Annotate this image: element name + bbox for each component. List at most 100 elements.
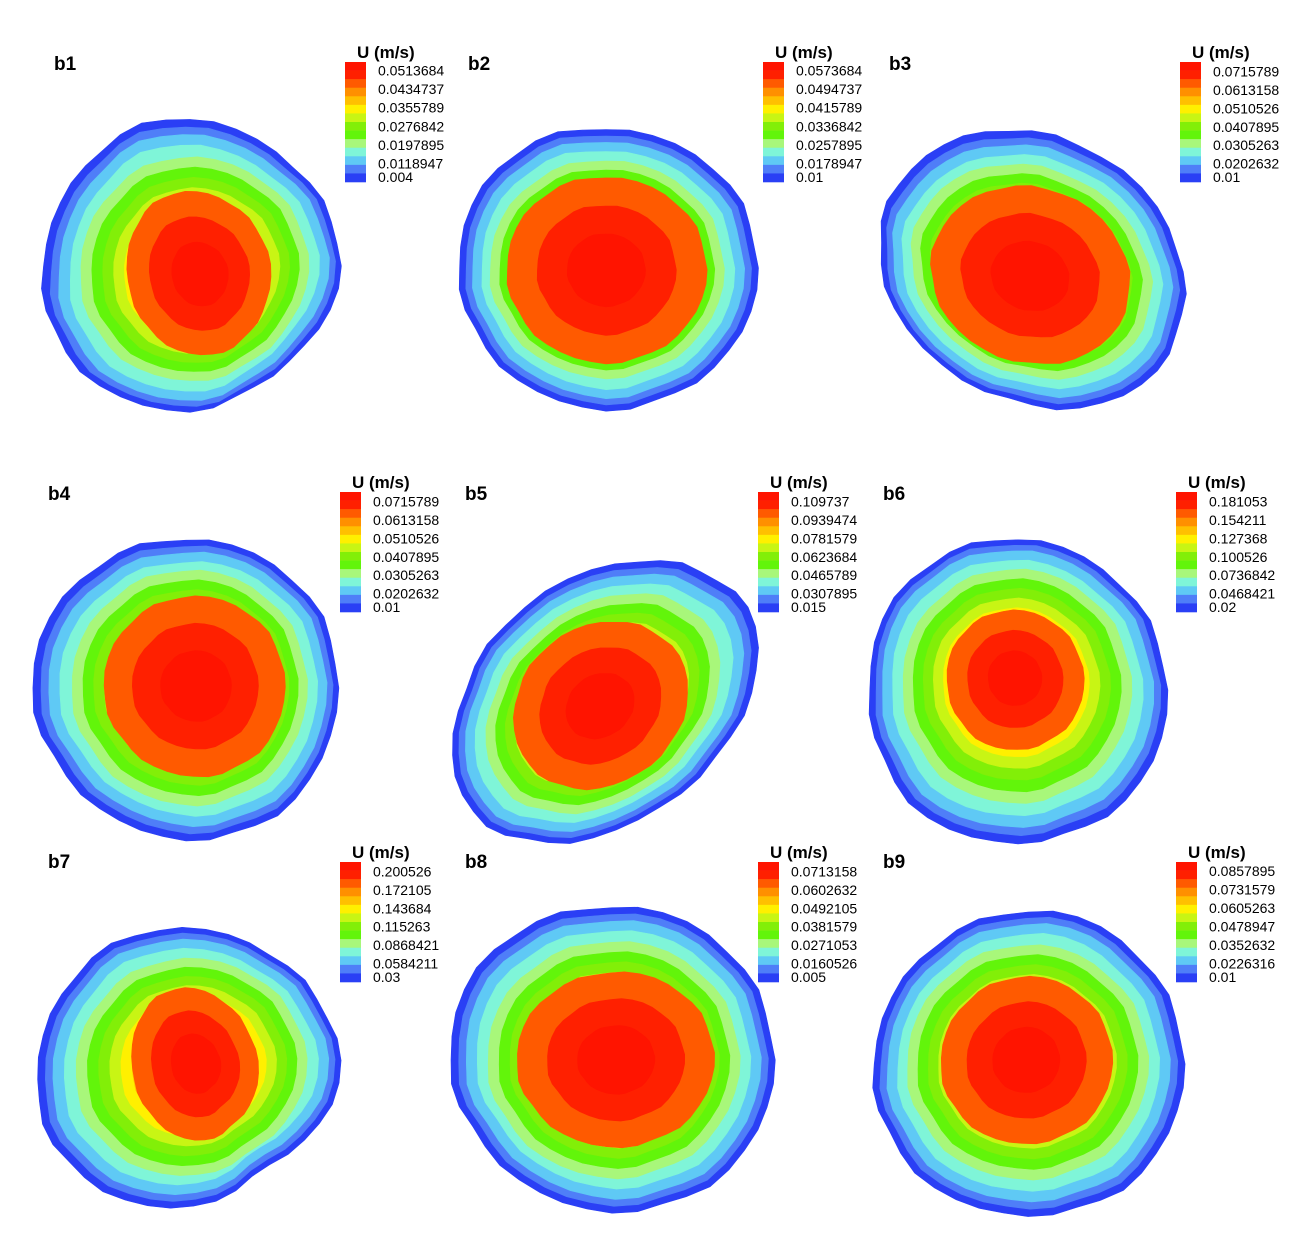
colorbar-swatch: [1176, 500, 1197, 510]
colorbar-swatch: [345, 147, 366, 157]
legend-tick-label: 0.01: [373, 599, 400, 615]
contour-band: [171, 241, 229, 307]
legend-tick-label: 0.0305263: [373, 567, 439, 583]
contour-band: [160, 650, 232, 722]
panel-label: b9: [883, 852, 905, 873]
colorbar-swatch: [340, 500, 361, 510]
colorbar-swatch: [340, 509, 361, 519]
contour-plot: [458, 129, 759, 412]
colorbar-swatch: [340, 879, 361, 889]
legend-tick-label: 0.0715789: [373, 494, 439, 510]
panel-b2: b2 U (m/s)0.0573684 0.0494737 0.0415789 0.03…: [458, 43, 862, 412]
colorbar-swatch: [1180, 130, 1201, 140]
colorbar-swatch: [758, 560, 779, 570]
legend-tick-label: 0.0857895: [1209, 863, 1275, 879]
colorbar-swatch: [345, 87, 366, 97]
colorbar-swatch: [763, 79, 784, 89]
colorbar-swatch: [758, 870, 779, 880]
colorbar-swatch: [763, 122, 784, 131]
colorbar-legend: U (m/s)0.0857895 0.0731579 0.0605263 0.0478…: [1176, 843, 1275, 985]
legend-tick-label: 0.0276842: [378, 118, 444, 134]
legend-tick-label: 0.0271053: [791, 937, 857, 953]
colorbar-swatch: [758, 973, 779, 983]
contour-band: [992, 1026, 1061, 1093]
panel-label: b3: [889, 54, 911, 75]
colorbar-swatch: [1180, 70, 1201, 80]
contour-band: [565, 673, 635, 740]
legend-title: U (m/s): [1188, 843, 1246, 862]
legend-tick-label: 0.01: [1213, 169, 1240, 185]
colorbar-swatch: [1176, 887, 1197, 897]
legend-tick-label: 0.0713158: [791, 863, 857, 879]
colorbar-swatch: [1176, 577, 1197, 587]
panel-label: b4: [48, 484, 71, 505]
legend-tick-label: 0.0605263: [1209, 900, 1275, 916]
legend-tick-label: 0.109737: [791, 494, 850, 510]
colorbar-swatch: [340, 492, 361, 501]
legend-tick-label: 0.0352632: [1209, 937, 1275, 953]
colorbar-swatch: [758, 586, 779, 596]
legend-tick-label: 0.0623684: [791, 549, 857, 565]
colorbar-swatch: [758, 930, 779, 940]
legend-tick-label: 0.172105: [373, 882, 432, 898]
panel-b7: b7 U (m/s)0.200526 0.172105 0.143684 0.11526…: [37, 843, 439, 1209]
panel-b3: b3 U (m/s) 0.0715789 0.0613158 0.0510526 0.04…: [880, 43, 1279, 411]
colorbar-swatch: [340, 577, 361, 587]
colorbar-swatch: [345, 139, 366, 149]
legend-tick-label: 0.0613158: [1213, 82, 1279, 98]
colorbar-swatch: [1176, 904, 1197, 914]
colorbar-swatch: [1180, 139, 1201, 149]
legend-tick-label: 0.005: [791, 969, 826, 985]
colorbar-swatch: [345, 156, 366, 166]
contour-plot: [41, 119, 342, 413]
colorbar-swatch: [340, 862, 361, 871]
legend-tick-label: 0.0602632: [791, 882, 857, 898]
contour-plot: [880, 130, 1187, 411]
legend-title: U (m/s): [1188, 473, 1246, 492]
legend-tick-label: 0.0939474: [791, 512, 857, 528]
contour-plot: [872, 910, 1186, 1217]
colorbar-swatch: [1176, 879, 1197, 889]
panel-b8: b8 U (m/s)0.0713158 0.0602632 0.0492105 0.03…: [450, 843, 857, 1214]
legend-tick-label: 0.0160526: [791, 956, 857, 972]
legend-tick-label: 0.0513684: [378, 63, 444, 79]
colorbar-swatch: [340, 569, 361, 579]
legend-tick-label: 0.0336842: [796, 118, 862, 134]
colorbar-swatch: [1176, 922, 1197, 931]
colorbar-swatch: [763, 130, 784, 140]
colorbar-legend: U (m/s)0.0513684 0.0434737 0.0355789 0.0276…: [345, 43, 444, 185]
colorbar-swatch: [340, 930, 361, 940]
legend-tick-label: 0.0415789: [796, 100, 862, 116]
colorbar-swatch: [340, 586, 361, 596]
colorbar-swatch: [758, 913, 779, 923]
legend-tick-label: 0.0202632: [1213, 156, 1279, 172]
legend-tick-label: 0.004: [378, 169, 413, 185]
legend-tick-label: 0.0715789: [1213, 64, 1279, 80]
colorbar-swatch: [1176, 964, 1197, 974]
legend-title: U (m/s): [352, 473, 410, 492]
legend-tick-label: 0.0781579: [791, 530, 857, 546]
colorbar-swatch: [1176, 560, 1197, 570]
panel-label: b7: [48, 852, 70, 873]
colorbar-swatch: [1176, 543, 1197, 553]
colorbar-swatch: [758, 947, 779, 957]
colorbar-swatch: [340, 603, 361, 613]
colorbar-swatch: [758, 887, 779, 897]
legend-tick-label: 0.0434737: [378, 81, 444, 97]
colorbar-swatch: [758, 904, 779, 914]
contour-band: [170, 1033, 222, 1094]
colorbar-swatch: [758, 603, 779, 613]
colorbar-swatch: [763, 173, 784, 183]
panel-b6: b6 U (m/s) 0.181053 0.154211 0.127368 0.10052…: [868, 473, 1275, 845]
colorbar-swatch: [758, 896, 779, 906]
colorbar-swatch: [1176, 913, 1197, 923]
contour-band: [987, 650, 1043, 706]
legend-tick-label: 0.143684: [373, 900, 432, 916]
legend-tick-label: 0.0736842: [1209, 567, 1275, 583]
legend-tick-label: 0.127368: [1209, 530, 1268, 546]
colorbar-swatch: [758, 569, 779, 579]
colorbar-swatch: [1176, 534, 1197, 544]
colorbar-swatch: [340, 534, 361, 544]
colorbar-swatch: [340, 887, 361, 897]
contour-plot: [450, 906, 776, 1214]
